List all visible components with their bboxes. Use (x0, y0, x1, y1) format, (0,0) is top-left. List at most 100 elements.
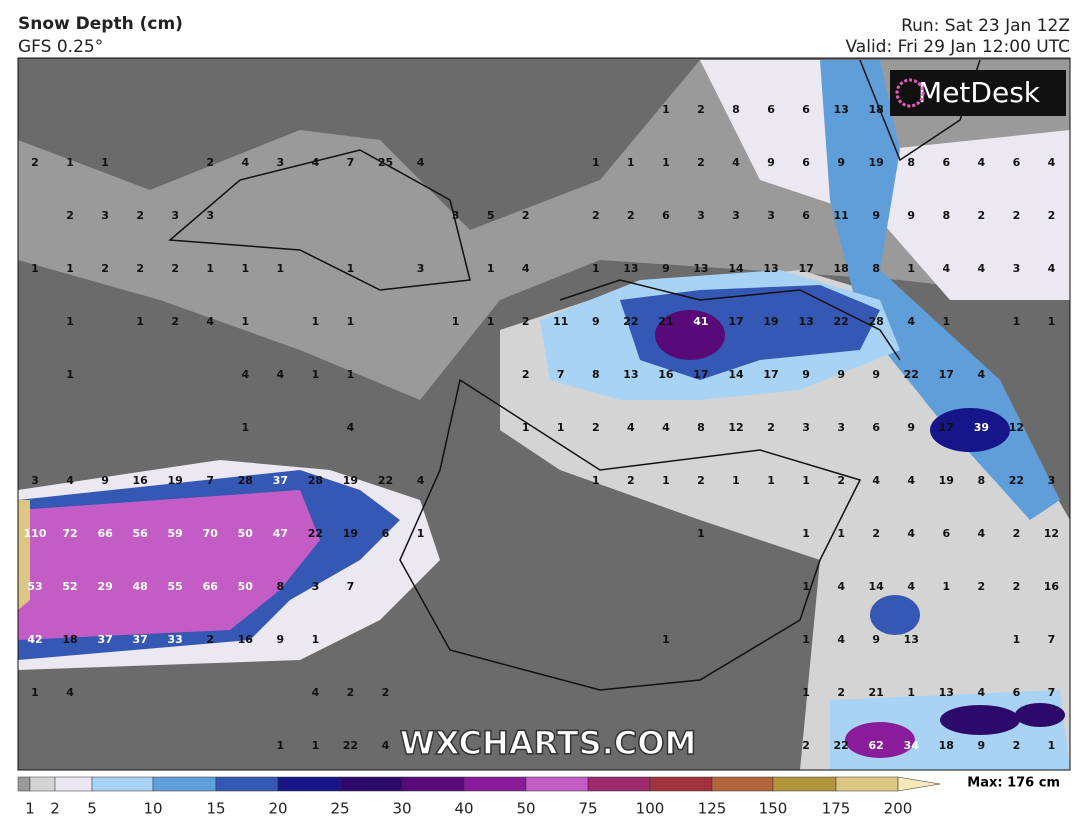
legend-label: 20 (268, 800, 287, 818)
grid-value: 1 (662, 633, 670, 646)
grid-value: 1 (522, 421, 530, 434)
grid-value: 28 (308, 474, 323, 487)
grid-value: 14 (728, 368, 744, 381)
grid-value: 6 (802, 103, 810, 116)
grid-value: 8 (942, 209, 950, 222)
run: Run: Sat 23 Jan 12Z (901, 16, 1070, 36)
grid-value: 48 (132, 580, 147, 593)
grid-value: 19 (869, 156, 884, 169)
grid-value: 16 (132, 474, 148, 487)
grid-value: 2 (522, 368, 530, 381)
grid-value: 17 (763, 368, 778, 381)
grid-value: 6 (662, 209, 670, 222)
grid-value: 7 (1048, 686, 1056, 699)
grid-value: 17 (798, 262, 813, 275)
grid-value: 2 (522, 315, 530, 328)
grid-value: 4 (662, 421, 670, 434)
grid-value: 4 (907, 315, 915, 328)
grid-value: 9 (872, 209, 880, 222)
legend-swatch (215, 776, 279, 792)
grid-value: 1 (206, 262, 214, 275)
legend-swatch (277, 776, 341, 792)
grid-value: 1 (662, 474, 670, 487)
legend-swatch (525, 776, 589, 792)
grid-value: 9 (837, 156, 845, 169)
grid-value: 2 (978, 209, 986, 222)
grid-value: 22 (1009, 474, 1024, 487)
grid-value: 2 (872, 527, 880, 540)
legend-swatch (835, 776, 899, 792)
grid-value: 9 (662, 262, 670, 275)
legend-swatch (772, 776, 837, 792)
grid-value: 13 (939, 686, 954, 699)
grid-value: 37 (273, 474, 288, 487)
grid-value: 3 (101, 209, 109, 222)
grid-value: 4 (978, 262, 986, 275)
grid-value: 1 (1013, 633, 1021, 646)
grid-value: 4 (627, 421, 635, 434)
logo-box (890, 70, 1066, 116)
grid-value: 2 (697, 474, 705, 487)
grid-value: 4 (241, 156, 249, 169)
grid-value: 22 (833, 739, 848, 752)
logo: MetDesk (918, 76, 1041, 109)
map (18, 58, 1070, 770)
grid-value: 1 (1048, 739, 1056, 752)
grid-value: 14 (869, 580, 885, 593)
grid-value: 4 (907, 580, 915, 593)
grid-value: 1 (136, 315, 144, 328)
grid-value: 6 (872, 421, 880, 434)
grid-value: 1 (732, 474, 740, 487)
grid-value: 4 (277, 368, 285, 381)
grid-value: 2 (66, 209, 74, 222)
grid-value: 7 (1048, 633, 1056, 646)
grid-value: 33 (168, 633, 183, 646)
legend-label: 50 (516, 800, 535, 818)
grid-value: 6 (1013, 156, 1021, 169)
grid-value: 59 (168, 527, 183, 540)
grid-value: 4 (978, 686, 986, 699)
grid-value: 1 (557, 421, 565, 434)
grid-value: 39 (974, 421, 989, 434)
grid-value: 16 (1044, 580, 1060, 593)
grid-value: 3 (802, 421, 810, 434)
grid-value: 1 (31, 686, 39, 699)
grid-value: 3 (206, 209, 214, 222)
grid-value: 28 (238, 474, 253, 487)
grid-value: 34 (904, 739, 920, 752)
grid-value: 1 (487, 315, 495, 328)
legend-swatch (587, 776, 651, 792)
grid-value: 4 (907, 527, 915, 540)
legend-label: 100 (636, 800, 665, 818)
grid-value: 2 (171, 262, 179, 275)
grid-value: 1 (942, 580, 950, 593)
grid-value: 6 (942, 156, 950, 169)
logo-icon (895, 78, 925, 108)
grid-value: 1 (241, 262, 249, 275)
grid-value: 4 (978, 368, 986, 381)
grid-value: 2 (206, 633, 214, 646)
grid-value: 1 (312, 315, 320, 328)
grid-value: 6 (1013, 686, 1021, 699)
grid-value: 9 (978, 739, 986, 752)
grid-value: 72 (62, 527, 77, 540)
grid-value: 2 (697, 103, 705, 116)
grid-value: 6 (767, 103, 775, 116)
grid-value: 22 (623, 315, 638, 328)
grid-value: 21 (869, 686, 884, 699)
legend-label: 125 (698, 800, 727, 818)
grid-value: 3 (767, 209, 775, 222)
grid-value: 2 (767, 421, 775, 434)
grid-value: 1 (277, 739, 285, 752)
grid-value: 1 (1048, 315, 1056, 328)
grid-value: 1 (592, 262, 600, 275)
grid-value: 4 (417, 474, 425, 487)
grid-value: 9 (872, 368, 880, 381)
grid-value: 2 (136, 262, 144, 275)
grid-value: 1 (592, 156, 600, 169)
grid-value: 12 (728, 421, 743, 434)
grid-value: 2 (627, 474, 635, 487)
grid-value: 1 (241, 315, 249, 328)
grid-value: 2 (101, 262, 109, 275)
